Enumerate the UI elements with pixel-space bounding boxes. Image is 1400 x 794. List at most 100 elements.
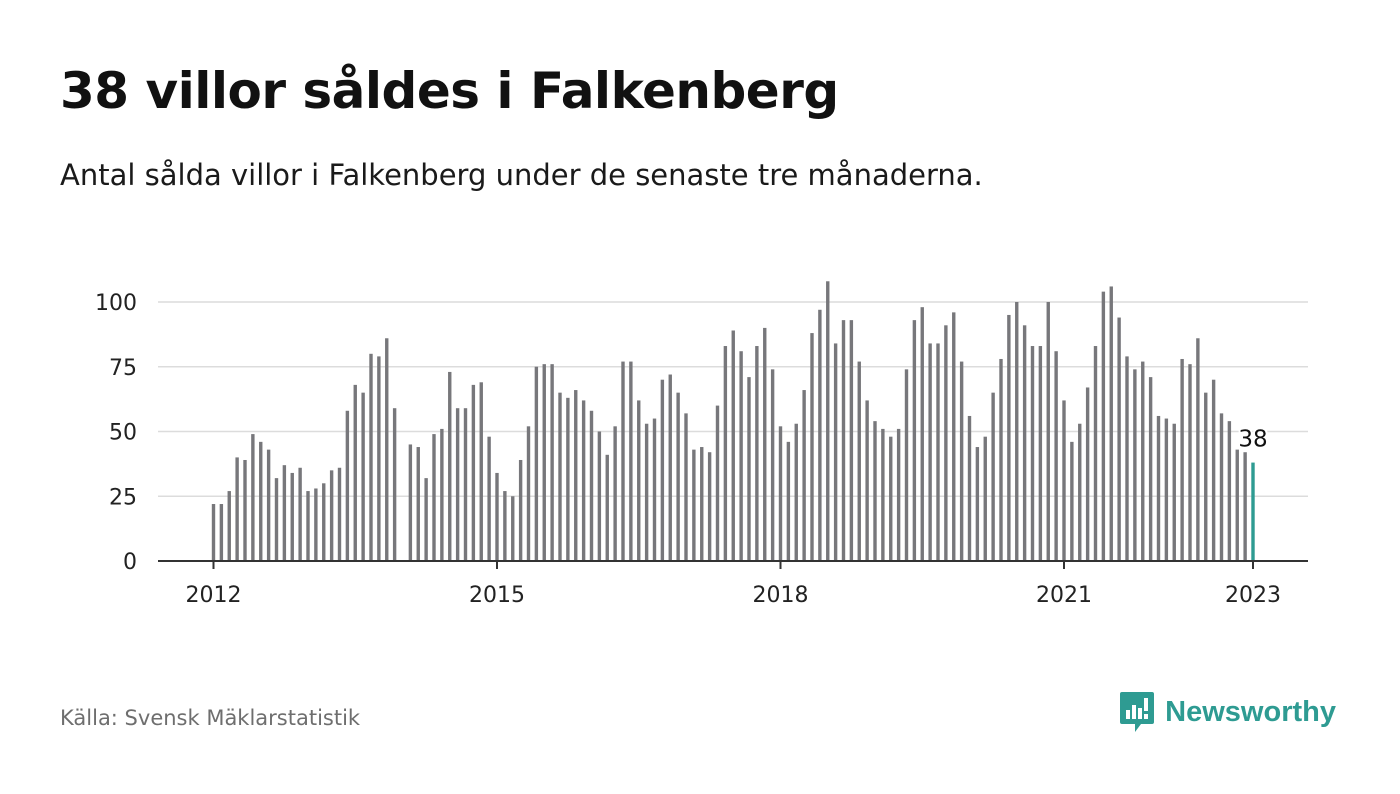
bar	[558, 392, 562, 561]
bar	[1219, 413, 1224, 561]
y-tick-label: 0	[123, 550, 137, 575]
bar	[629, 361, 633, 561]
bar	[1038, 346, 1043, 561]
bar	[1046, 302, 1050, 561]
bar	[1180, 358, 1184, 561]
bar	[802, 390, 806, 561]
x-tick-label: 2012	[186, 583, 242, 608]
bar	[723, 346, 728, 561]
bar	[896, 428, 901, 561]
bar	[857, 361, 861, 561]
bar	[1054, 351, 1058, 561]
bar	[1125, 356, 1129, 561]
bar	[266, 449, 271, 561]
x-tick-label: 2015	[469, 583, 525, 608]
bar	[1015, 302, 1019, 561]
bar	[471, 384, 476, 561]
bar	[660, 379, 665, 561]
bar	[1148, 377, 1153, 561]
bar	[243, 459, 247, 561]
bar	[337, 467, 342, 561]
x-tick-label: 2018	[753, 583, 809, 608]
bar	[369, 353, 373, 561]
bar	[747, 377, 751, 561]
bar	[873, 421, 877, 561]
bar	[778, 426, 783, 561]
bar-chart-logo-icon	[1120, 692, 1155, 732]
bar	[416, 447, 420, 561]
bar	[975, 447, 980, 561]
bar	[1117, 317, 1121, 561]
bar	[952, 312, 956, 561]
bar	[1235, 449, 1239, 561]
bar	[1093, 346, 1098, 561]
bar	[1101, 291, 1106, 561]
bar	[408, 444, 413, 561]
bar	[361, 392, 365, 561]
bar	[763, 327, 767, 561]
bar	[290, 472, 294, 561]
bar	[731, 330, 735, 561]
bar	[810, 333, 814, 561]
bar	[904, 369, 909, 561]
x-tick-label: 2023	[1225, 583, 1281, 608]
bar	[739, 351, 743, 561]
bar	[920, 307, 924, 561]
bar	[1188, 364, 1192, 561]
bar	[518, 459, 523, 561]
bar	[455, 408, 460, 561]
bar	[605, 454, 609, 561]
bar	[550, 364, 554, 561]
bar	[566, 397, 570, 561]
bar	[676, 392, 680, 561]
bar	[1062, 400, 1066, 561]
bar	[770, 369, 775, 561]
bar	[1007, 314, 1011, 561]
bar	[1070, 441, 1074, 561]
bar	[637, 400, 641, 561]
bar	[865, 400, 869, 561]
y-tick-label: 25	[109, 485, 137, 510]
bar	[345, 410, 350, 561]
x-tick-label: 2021	[1036, 583, 1092, 608]
bar	[479, 382, 483, 561]
bar	[715, 405, 720, 561]
bar	[448, 371, 452, 561]
bar	[377, 356, 381, 561]
bar	[432, 434, 436, 561]
chart-title: 38 villor såldes i Falkenberg	[60, 62, 839, 120]
bar	[251, 434, 255, 561]
highlight-value-label: 38	[1238, 427, 1267, 453]
bar	[692, 449, 696, 561]
bar	[1204, 392, 1208, 561]
bar	[503, 491, 507, 561]
bar	[329, 470, 334, 561]
bar	[1141, 361, 1145, 561]
bar	[495, 472, 499, 561]
bar	[841, 320, 846, 561]
bar	[652, 418, 657, 561]
bar	[1243, 452, 1247, 561]
bar	[1196, 338, 1200, 561]
bar	[668, 374, 672, 561]
bar	[1030, 346, 1035, 561]
bar	[314, 488, 318, 561]
bar	[1156, 415, 1161, 561]
bar	[644, 423, 649, 561]
bar	[353, 384, 357, 561]
bar	[1227, 421, 1232, 561]
bar	[826, 281, 830, 561]
bar	[700, 447, 704, 561]
bar	[274, 478, 279, 561]
bar	[1133, 369, 1137, 561]
bar	[967, 415, 972, 561]
bar	[1109, 286, 1113, 561]
brand-logo[interactable]: Newsworthy	[1119, 690, 1336, 734]
bar	[928, 343, 932, 561]
bar	[1022, 325, 1027, 561]
bar	[259, 441, 263, 561]
chart-subtitle: Antal sålda villor i Falkenberg under de…	[60, 158, 983, 192]
bar	[755, 346, 759, 561]
bar	[581, 400, 586, 561]
